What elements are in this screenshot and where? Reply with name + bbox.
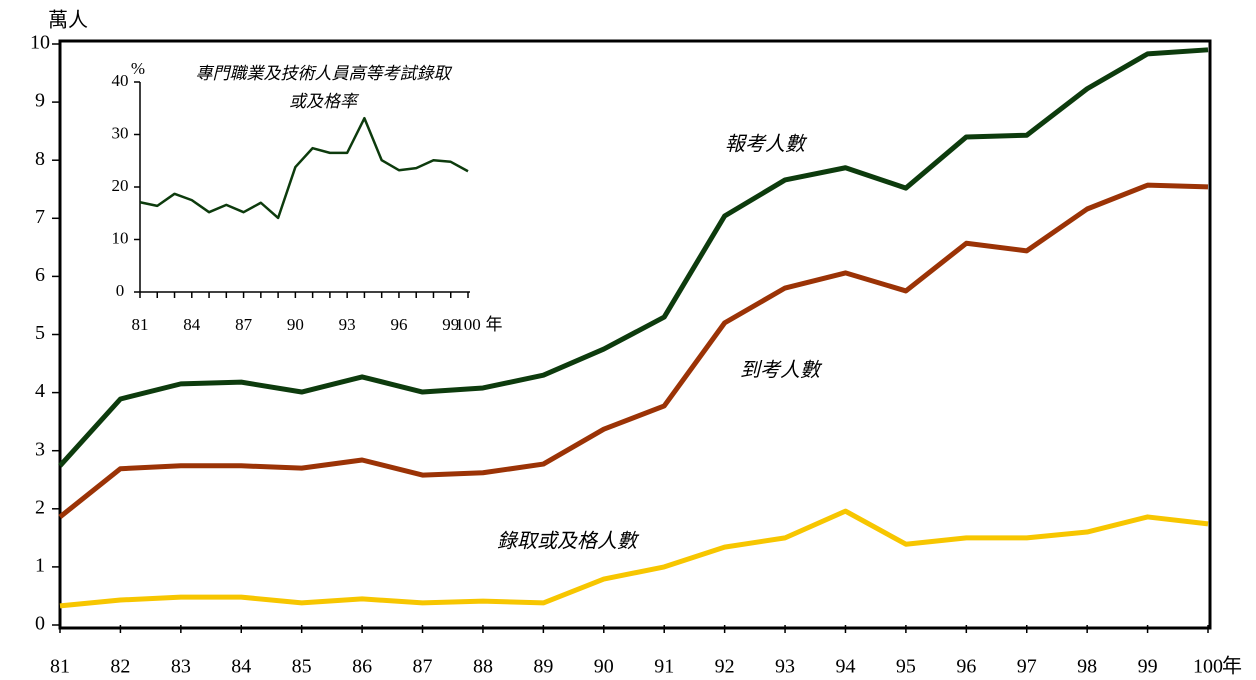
x-tick-label: 100 [455,315,481,334]
y-tick-label: 7 [35,206,45,228]
x-tick-label: 89 [533,656,553,678]
series-label: 錄取或及格人數 [497,531,640,553]
x-tick-label: 95 [896,656,916,678]
inset-title: 專門職業及技術人員高等考試錄取 [196,64,453,83]
x-tick-label: 94 [835,656,855,678]
x-unit: 年 [486,315,503,334]
series-line [58,182,1209,519]
x-tick-label: 93 [339,315,356,334]
y-tick-label: 10 [30,32,50,54]
x-tick-label: 99 [442,315,459,334]
x-tick-label: 81 [50,656,70,678]
y-axis-label: 萬人 [48,9,88,32]
y-tick-label: 0 [35,613,45,635]
x-tick-label: 93 [775,656,795,678]
series-line [59,508,1209,609]
y-axis-label: % [131,59,145,78]
x-tick-label: 88 [473,656,493,678]
y-tick-label: 40 [112,71,129,90]
y-tick-label: 2 [35,496,45,518]
y-tick-label: 4 [35,380,45,402]
x-tick-label: 82 [110,656,130,678]
x-tick-label: 90 [287,315,304,334]
x-tick-label: 90 [594,656,614,678]
y-tick-label: 0 [116,281,125,300]
x-tick-label: 84 [231,656,251,678]
y-tick-label: 10 [112,228,129,247]
series-label: 報考人數 [725,134,808,156]
x-tick-label: 91 [654,656,674,678]
x-unit: 年 [1222,655,1242,678]
inset-line [139,116,469,220]
x-tick-label: 92 [715,656,735,678]
x-tick-label: 97 [1017,656,1037,678]
y-tick-label: 30 [112,123,129,142]
y-tick-label: 5 [35,322,45,344]
y-tick-label: 1 [35,554,45,576]
x-tick-label: 85 [292,656,312,678]
y-tick-label: 6 [35,264,45,286]
x-tick-label: 83 [171,656,191,678]
x-tick-label: 99 [1138,656,1158,678]
x-tick-label: 84 [183,315,201,334]
x-tick-label: 87 [413,656,433,678]
y-tick-label: 9 [35,90,45,112]
y-tick-label: 3 [35,438,45,460]
y-tick-label: 8 [35,148,45,170]
inset-title: 或及格率 [289,92,360,111]
x-tick-label: 98 [1077,656,1097,678]
x-tick-label: 81 [132,315,149,334]
x-tick-label: 96 [956,656,976,678]
x-tick-label: 86 [352,656,372,678]
x-tick-label: 87 [235,315,253,334]
y-tick-label: 20 [112,176,129,195]
x-tick-label: 100 [1193,656,1223,678]
series-line [58,47,1209,468]
x-tick-label: 96 [390,315,407,334]
series-label: 到考人數 [740,360,823,382]
